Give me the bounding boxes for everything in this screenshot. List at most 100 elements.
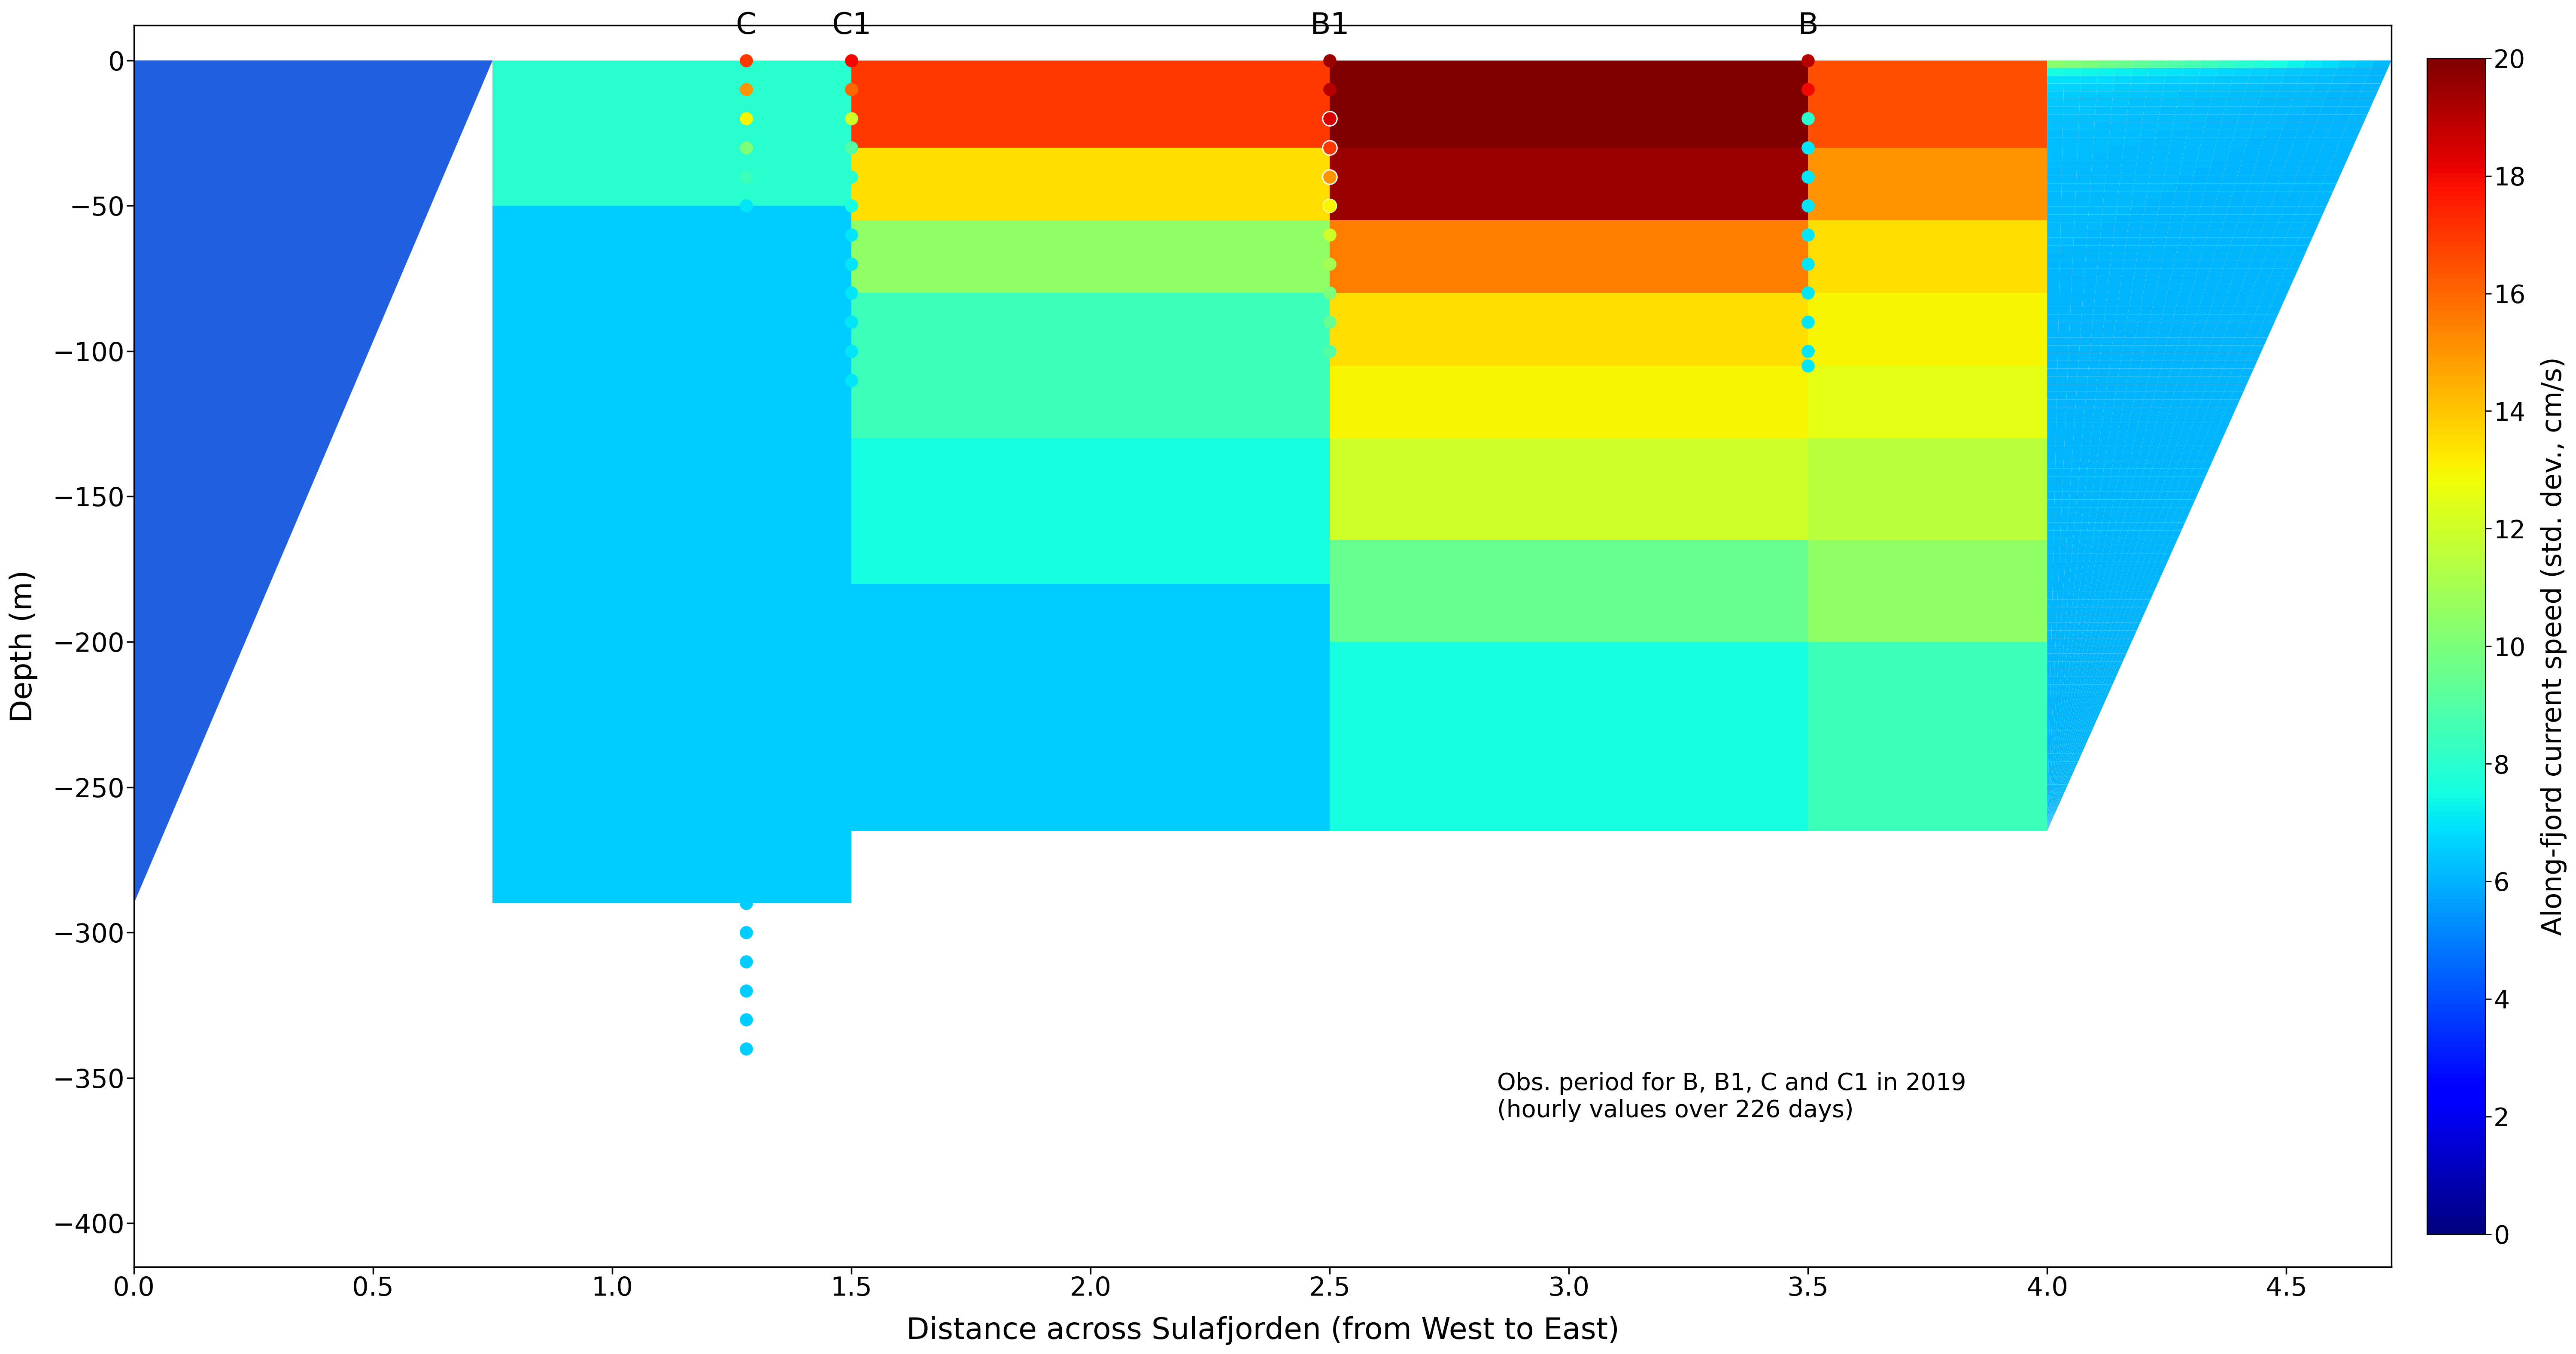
Polygon shape [2257, 99, 2277, 107]
Polygon shape [2143, 107, 2161, 114]
Polygon shape [2275, 184, 2293, 191]
Polygon shape [2071, 299, 2084, 307]
Polygon shape [2190, 399, 2202, 408]
Polygon shape [2148, 414, 2159, 422]
Polygon shape [2228, 145, 2246, 153]
Polygon shape [2115, 437, 2125, 445]
Polygon shape [2138, 153, 2154, 161]
Polygon shape [2156, 554, 2164, 561]
Polygon shape [2063, 638, 2069, 646]
Polygon shape [2061, 230, 2074, 237]
Polygon shape [2280, 84, 2298, 91]
Polygon shape [2213, 145, 2231, 153]
Polygon shape [2172, 531, 2182, 538]
Polygon shape [2063, 107, 2079, 114]
Polygon shape [2117, 646, 2125, 654]
Polygon shape [2133, 546, 2143, 554]
Polygon shape [2079, 353, 2089, 360]
Polygon shape [2143, 554, 2154, 561]
Polygon shape [2174, 114, 2192, 122]
Polygon shape [2179, 237, 2192, 245]
Polygon shape [2069, 631, 2074, 638]
Polygon shape [2138, 485, 2148, 492]
Polygon shape [2092, 569, 2099, 577]
Polygon shape [2215, 245, 2231, 253]
Polygon shape [2063, 68, 2081, 76]
Polygon shape [850, 584, 1329, 831]
Polygon shape [2058, 792, 2061, 800]
Polygon shape [2099, 345, 2112, 353]
Polygon shape [2058, 792, 2063, 800]
Polygon shape [2048, 322, 2058, 330]
Polygon shape [2094, 669, 2102, 677]
Polygon shape [2156, 445, 2166, 454]
Polygon shape [2107, 137, 2125, 145]
Polygon shape [2166, 153, 2184, 161]
Polygon shape [2071, 677, 2074, 684]
Polygon shape [2071, 754, 2074, 761]
Polygon shape [2257, 237, 2272, 245]
Polygon shape [2089, 561, 2094, 569]
Polygon shape [2112, 615, 2120, 623]
Polygon shape [2092, 661, 2097, 669]
Polygon shape [2285, 199, 2300, 207]
Polygon shape [2285, 114, 2303, 122]
Polygon shape [2079, 715, 2084, 723]
Polygon shape [2130, 608, 2138, 615]
Polygon shape [2048, 122, 2063, 130]
Polygon shape [2156, 569, 2164, 577]
Polygon shape [2236, 122, 2254, 130]
Polygon shape [2061, 746, 2063, 754]
Polygon shape [2069, 708, 2071, 715]
Polygon shape [2205, 184, 2221, 191]
Polygon shape [2128, 569, 2136, 577]
Polygon shape [2063, 700, 2069, 708]
Polygon shape [2048, 708, 2050, 715]
Polygon shape [2182, 322, 2195, 330]
Polygon shape [2298, 161, 2316, 168]
Polygon shape [2058, 692, 2063, 700]
Polygon shape [2071, 738, 2074, 746]
Polygon shape [2347, 76, 2367, 84]
Polygon shape [2244, 360, 2257, 368]
Polygon shape [2069, 592, 2074, 600]
Polygon shape [2169, 322, 2184, 330]
Polygon shape [2048, 569, 2053, 577]
Polygon shape [2146, 191, 2161, 199]
Polygon shape [2050, 631, 2056, 638]
Polygon shape [2092, 538, 2099, 546]
Polygon shape [2066, 600, 2074, 608]
Polygon shape [2172, 454, 2182, 460]
Polygon shape [2084, 692, 2092, 700]
Polygon shape [2282, 237, 2298, 245]
Polygon shape [2048, 107, 2063, 114]
Polygon shape [2058, 577, 2063, 584]
Polygon shape [2087, 538, 2092, 546]
Polygon shape [2099, 230, 2115, 237]
Polygon shape [2161, 360, 2174, 368]
Polygon shape [2097, 600, 2105, 608]
Polygon shape [2063, 122, 2079, 130]
Polygon shape [2056, 800, 2058, 807]
Polygon shape [2097, 508, 2105, 515]
Polygon shape [2169, 460, 2179, 468]
Polygon shape [1329, 642, 1808, 831]
Polygon shape [2048, 646, 2050, 654]
Polygon shape [2197, 345, 2210, 353]
Polygon shape [2187, 431, 2200, 437]
Polygon shape [2081, 738, 2087, 746]
Polygon shape [2071, 654, 2074, 661]
Polygon shape [2166, 230, 2182, 237]
Polygon shape [2115, 485, 2125, 492]
Polygon shape [2102, 669, 2110, 677]
Polygon shape [2169, 408, 2179, 414]
Polygon shape [2200, 68, 2218, 76]
Polygon shape [1808, 439, 2048, 540]
Polygon shape [2226, 153, 2244, 161]
Polygon shape [2056, 800, 2058, 807]
Polygon shape [2141, 360, 2151, 368]
Polygon shape [2061, 508, 2069, 515]
Polygon shape [2079, 345, 2092, 353]
Polygon shape [2184, 500, 2195, 508]
Polygon shape [2141, 408, 2151, 414]
